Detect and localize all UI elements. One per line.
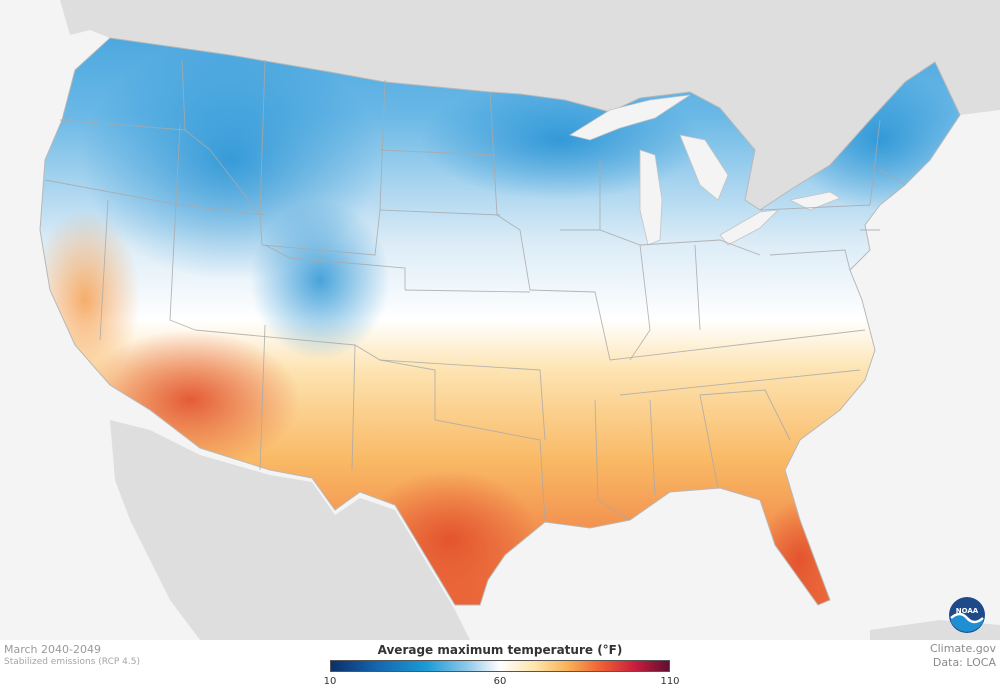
mexico-landmass — [110, 420, 470, 640]
noaa-logo: NOAA — [949, 597, 985, 633]
state-borders — [44, 59, 906, 521]
legend-title: Average maximum temperature (°F) — [377, 643, 623, 657]
baja-peninsula — [112, 420, 200, 605]
credit-source[interactable]: Climate.gov — [929, 642, 996, 655]
legend-tick-min: 10 — [323, 676, 337, 687]
map-area: NOAA — [0, 0, 1000, 640]
credit-data: Data: LOCA — [932, 656, 996, 669]
canada-landmass — [0, 0, 1000, 210]
legend-tick-max: 110 — [660, 676, 680, 687]
lake-huron — [679, 134, 729, 201]
great-lakes — [568, 94, 841, 246]
legend-tick-mid: 60 — [493, 676, 507, 687]
legend-color-bar — [330, 660, 670, 672]
lake-michigan — [639, 149, 663, 246]
noaa-logo-text: NOAA — [956, 607, 979, 615]
lake-superior — [568, 94, 691, 141]
scenario-label: Stabilized emissions (RCP 4.5) — [4, 657, 140, 667]
lake-erie — [719, 209, 780, 246]
period-label: March 2040-2049 — [4, 643, 101, 656]
temperature-map — [0, 0, 1000, 640]
lake-ontario — [788, 191, 841, 211]
us-outline — [39, 37, 961, 606]
